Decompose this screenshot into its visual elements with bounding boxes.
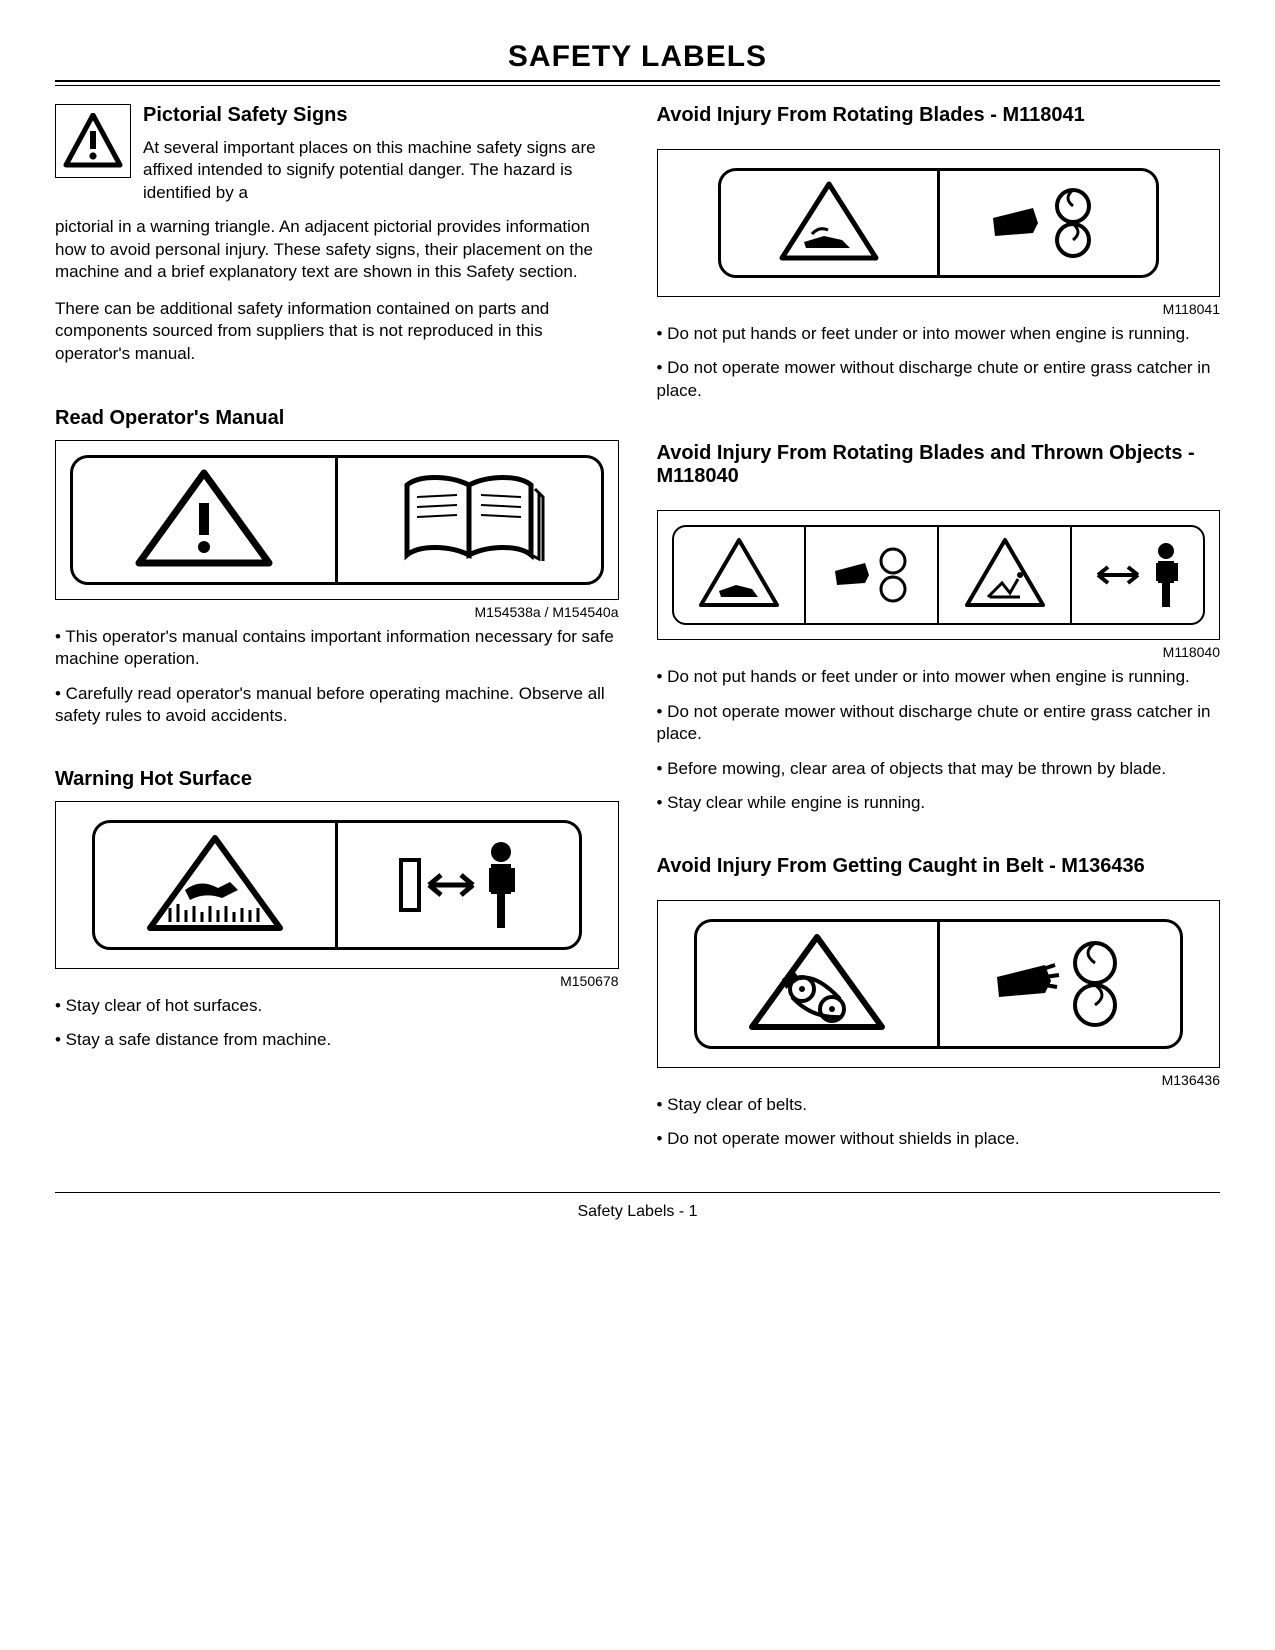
warning-triangle-icon [63,113,123,169]
keep-distance-icon [1088,535,1188,615]
warning-triangle-icon [129,465,279,575]
hot-panel [95,823,335,947]
page-footer: Safety Labels - 1 [55,1192,1220,1221]
read-manual-b2: • Carefully read operator's manual befor… [55,683,619,728]
belt-hazard-icon [742,929,892,1039]
blade-hand-icon [983,178,1113,268]
intro-p2: There can be additional safety informati… [55,298,619,365]
blades2-b2: • Do not operate mower without discharge… [657,701,1221,746]
thrown-object-icon [960,535,1050,615]
belt-b1: • Stay clear of belts. [657,1094,1221,1116]
blades1-caption: M118041 [657,301,1221,317]
blades1-heading: Avoid Injury From Rotating Blades - M118… [657,104,1221,127]
hot-b2: • Stay a safe distance from machine. [55,1029,619,1051]
hot-surface-figure [55,801,619,969]
read-manual-label [70,455,604,585]
belt-heading: Avoid Injury From Getting Caught in Belt… [657,855,1221,878]
belt-action-panel [937,922,1180,1046]
belt-figure [657,900,1221,1068]
blades2-b1: • Do not put hands or feet under or into… [657,666,1221,688]
belt-warn-panel [697,922,937,1046]
page-title: SAFETY LABELS [55,40,1220,74]
read-manual-heading: Read Operator's Manual [55,407,619,430]
p3 [937,527,1070,623]
content-columns: Pictorial Safety Signs At several import… [55,104,1220,1162]
left-column: Pictorial Safety Signs At several import… [55,104,619,1162]
intro-p1-partial: At several important places on this mach… [143,137,619,204]
belt-b2: • Do not operate mower without shields i… [657,1128,1221,1150]
blades1-figure [657,149,1221,297]
blades2-b4: • Stay clear while engine is running. [657,792,1221,814]
blades1-warn-panel [721,171,937,275]
hot-surface-label [92,820,582,950]
read-manual-caption: M154538a / M154540a [55,604,619,620]
blades2-b3: • Before mowing, clear area of objects t… [657,758,1221,780]
distance-panel [335,823,578,947]
intro-p1-rest: pictorial in a warning triangle. An adja… [55,216,619,283]
hot-surface-icon [140,830,290,940]
blades2-figure [657,510,1221,640]
book-panel [335,458,600,582]
belt-label [694,919,1184,1049]
right-column: Avoid Injury From Rotating Blades - M118… [657,104,1221,1162]
foot-hazard-icon [774,178,884,268]
intro-block: Pictorial Safety Signs At several import… [55,104,619,204]
keep-distance-icon [383,830,533,940]
open-book-icon [389,465,549,575]
belt-caption: M136436 [657,1072,1221,1088]
warning-icon-box [55,104,131,178]
read-manual-b1: • This operator's manual contains import… [55,626,619,671]
warning-panel [73,458,335,582]
hot-surface-heading: Warning Hot Surface [55,768,619,791]
read-manual-figure [55,440,619,600]
p2 [804,527,937,623]
blades1-action-panel [937,171,1156,275]
blades2-caption: M118040 [657,644,1221,660]
blades1-b1: • Do not put hands or feet under or into… [657,323,1221,345]
foot-hazard-icon [694,535,784,615]
hot-b1: • Stay clear of hot surfaces. [55,995,619,1017]
intro-heading: Pictorial Safety Signs [143,104,619,127]
blade-hand-icon [827,535,917,615]
blades2-label [672,525,1206,625]
blades2-heading: Avoid Injury From Rotating Blades and Th… [657,442,1221,488]
p1 [674,527,805,623]
blades1-label [718,168,1160,278]
p4 [1070,527,1203,623]
hot-surface-caption: M150678 [55,973,619,989]
hand-belt-icon [985,929,1135,1039]
blades1-b2: • Do not operate mower without discharge… [657,357,1221,402]
title-rule [55,80,1220,86]
